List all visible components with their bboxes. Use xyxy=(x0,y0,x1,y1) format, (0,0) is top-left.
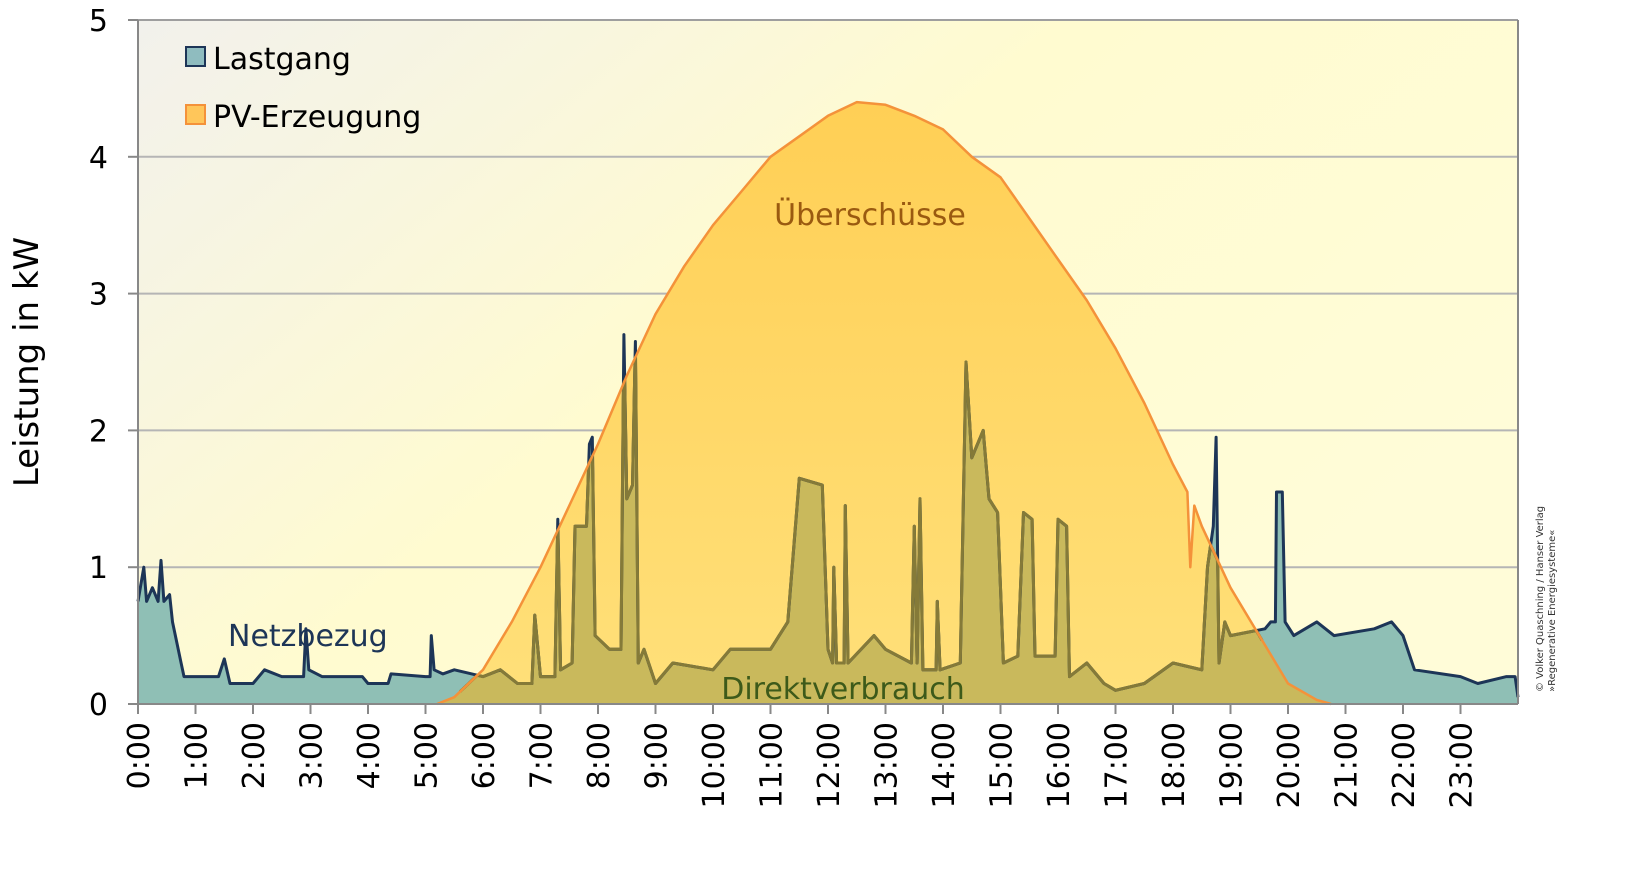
copyright-line1: © Volker Quaschning / Hanser Verlag xyxy=(1535,506,1546,692)
pv-area-surplus xyxy=(138,102,1518,705)
copyright-line2: »Regenerative Energiesysteme« xyxy=(1547,530,1558,692)
y-tick-label: 2 xyxy=(89,414,108,449)
y-tick-label: 0 xyxy=(89,688,108,723)
x-tick-label: 18:00 xyxy=(1157,722,1192,808)
annotation-grid-supply: Netzbezug xyxy=(228,619,388,654)
annotation-surplus: Überschüsse xyxy=(774,197,966,233)
x-tick-label: 1:00 xyxy=(180,722,215,789)
x-tick-label: 9:00 xyxy=(640,722,675,789)
x-tick-label: 8:00 xyxy=(582,722,617,789)
y-tick-label: 5 xyxy=(89,4,108,39)
x-tick-label: 15:00 xyxy=(985,722,1020,808)
annotation-direct-use: Direktverbrauch xyxy=(721,672,965,707)
x-tick-label: 10:00 xyxy=(697,722,732,808)
x-tick-label: 12:00 xyxy=(812,722,847,808)
y-tick-label: 3 xyxy=(89,278,108,313)
y-axis-label: Leistung in kW xyxy=(7,237,47,487)
pv-line xyxy=(436,100,1332,706)
x-tick-label: 5:00 xyxy=(410,722,445,789)
y-tick-label: 4 xyxy=(89,141,108,176)
legend: Lastgang PV-Erzeugung xyxy=(185,42,421,135)
x-tick-label: 11:00 xyxy=(755,722,790,808)
x-tick-label: 22:00 xyxy=(1387,722,1422,808)
x-tick-label: 4:00 xyxy=(352,722,387,789)
x-tick-label: 20:00 xyxy=(1272,722,1307,808)
x-tick-label: 7:00 xyxy=(525,722,560,789)
x-tick-label: 23:00 xyxy=(1445,722,1480,808)
x-tick-label: 2:00 xyxy=(237,722,272,789)
x-tick-label: 13:00 xyxy=(870,722,905,808)
x-tick-label: 0:00 xyxy=(122,722,157,789)
x-tick-label: 17:00 xyxy=(1100,722,1135,808)
x-tick-label: 14:00 xyxy=(927,722,962,808)
x-tick-label: 3:00 xyxy=(295,722,330,789)
load-area-grid-supply xyxy=(138,334,1518,704)
load-line-direct-use xyxy=(458,355,1264,693)
y-tick-label: 1 xyxy=(89,551,108,586)
x-tick-label: 6:00 xyxy=(467,722,502,789)
legend-label-pv: PV-Erzeugung xyxy=(213,100,421,135)
x-tick-label: 19:00 xyxy=(1215,722,1250,808)
legend-swatch-lastgang xyxy=(185,46,206,67)
legend-swatch-pv xyxy=(185,104,206,125)
copyright: © Volker Quaschning / Hanser Verlag »Reg… xyxy=(1535,506,1558,692)
legend-label-lastgang: Lastgang xyxy=(213,42,351,77)
x-tick-label: 16:00 xyxy=(1042,722,1077,808)
x-tick-label: 21:00 xyxy=(1330,722,1365,808)
